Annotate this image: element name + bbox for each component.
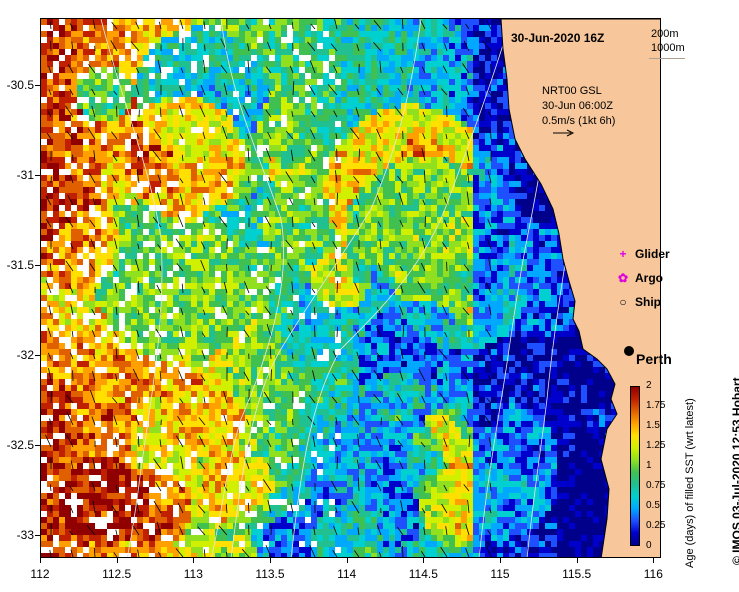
y-tick-mark xyxy=(35,534,40,536)
city-label: Perth xyxy=(636,351,672,367)
sst-map xyxy=(41,19,660,557)
x-tick-label: 114 xyxy=(337,567,357,581)
current-time-label: 30-Jun 06:00Z xyxy=(542,100,613,112)
x-tick-label: 115.5 xyxy=(562,567,592,581)
y-tick-mark xyxy=(35,84,40,86)
x-tick-label: 114.5 xyxy=(408,567,438,581)
contour-key-200m: 200m xyxy=(651,28,679,40)
current-scale-label: 0.5m/s (1kt 6h) xyxy=(542,115,616,127)
contour-key-line xyxy=(649,58,685,59)
contour-key-1000m: 1000m xyxy=(651,42,685,54)
y-tick-mark xyxy=(35,354,40,356)
legend-ship: ○ Ship xyxy=(617,295,661,309)
argo-float-icon: ✿ xyxy=(617,271,629,285)
x-tick-mark xyxy=(346,558,348,563)
y-tick-label: -32.5 xyxy=(6,437,34,452)
x-tick-mark xyxy=(423,558,425,563)
legend-argo-label: Argo xyxy=(635,271,663,285)
colorbar-tick-label: 0.75 xyxy=(646,480,666,491)
colorbar-tick-label: 0.5 xyxy=(646,500,660,511)
y-tick-label: -32 xyxy=(16,347,34,362)
colorbar-label: Age (days) of filled SST (wrt latest) xyxy=(684,398,696,568)
x-tick-mark xyxy=(500,558,501,563)
x-tick-mark xyxy=(116,558,118,563)
x-tick-label: 112 xyxy=(30,567,50,581)
x-tick-mark xyxy=(193,558,195,563)
y-tick-mark xyxy=(35,174,40,176)
y-tick-label: -30.5 xyxy=(6,77,34,92)
x-tick-mark xyxy=(40,558,41,563)
colorbar xyxy=(630,386,640,546)
colorbar-tick-label: 1.5 xyxy=(646,420,660,431)
ship-icon: ○ xyxy=(619,295,627,309)
current-source-label: NRT00 GSL xyxy=(542,85,602,97)
y-tick-label: -31.5 xyxy=(6,257,34,272)
legend-glider: + Glider xyxy=(617,247,670,261)
map-title: 30-Jun-2020 16Z xyxy=(511,31,605,45)
x-tick-label: 112.5 xyxy=(102,567,132,581)
credit-label: © IMOS 03-Jul-2020 12:53 Hobart xyxy=(730,377,739,565)
legend-ship-label: Ship xyxy=(635,295,661,309)
colorbar-tick-label: 1.25 xyxy=(646,440,666,451)
y-tick-mark xyxy=(35,264,40,266)
legend-glider-label: Glider xyxy=(635,247,670,261)
x-tick-mark xyxy=(270,558,271,563)
colorbar-tick-label: 1.75 xyxy=(646,400,666,411)
legend-argo: ✿ Argo xyxy=(617,271,663,285)
x-tick-mark xyxy=(576,558,578,563)
colorbar-tick-label: 0.25 xyxy=(646,520,666,531)
x-tick-label: 115 xyxy=(490,567,510,581)
x-tick-label: 113 xyxy=(183,567,203,581)
y-tick-label: -31 xyxy=(16,167,34,182)
colorbar-tick-label: 0 xyxy=(646,540,652,551)
y-tick-mark xyxy=(35,444,40,446)
x-tick-mark xyxy=(653,558,655,563)
x-tick-label: 113.5 xyxy=(255,567,285,581)
city-marker-icon xyxy=(624,346,634,356)
map-frame[interactable] xyxy=(40,18,661,558)
colorbar-tick-label: 2 xyxy=(646,380,652,391)
x-tick-label: 116 xyxy=(643,567,663,581)
colorbar-tick-label: 1 xyxy=(646,460,652,471)
y-tick-label: -33 xyxy=(16,527,34,542)
land-mass xyxy=(500,19,660,557)
glider-icon: + xyxy=(619,247,627,261)
current-scale-arrow-icon xyxy=(553,129,575,137)
current-vectors xyxy=(45,19,492,557)
